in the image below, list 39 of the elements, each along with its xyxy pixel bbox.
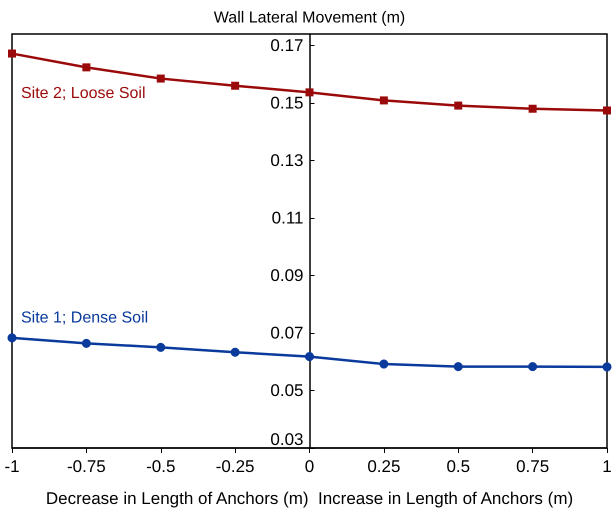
x-tick-label: 0.75 [516, 457, 550, 476]
point [82, 63, 90, 72]
x-tick-label: 0.25 [367, 457, 400, 476]
x-tick-label: 0.5 [446, 457, 470, 476]
y-tick-label: 0.05 [270, 381, 304, 400]
point [230, 348, 240, 357]
series-label: Site 2; Loose Soil [21, 85, 146, 102]
point [380, 96, 388, 104]
point [231, 82, 240, 90]
point [156, 74, 165, 83]
point [379, 360, 388, 369]
point [602, 362, 612, 372]
x-tick-label: -1 [4, 457, 20, 476]
series-label: Site 1; Dense Soil [21, 309, 148, 326]
y-tick-label: 0.13 [270, 151, 304, 170]
x-tick-label: 1 [602, 457, 612, 476]
y-tick-label: 0.11 [272, 208, 304, 228]
point [454, 362, 463, 372]
point [82, 338, 91, 348]
y-tick-label: 0.07 [270, 324, 304, 342]
point [8, 333, 16, 342]
point [306, 88, 314, 96]
y-axis-title: Wall Lateral Movement (m) [214, 10, 406, 26]
x-tick-label: -0.75 [67, 457, 106, 476]
x-tick-label: 0 [304, 457, 314, 476]
y-tick-label: 0.09 [270, 266, 304, 285]
point [528, 104, 537, 113]
point [156, 342, 166, 352]
point [454, 102, 462, 110]
x-axis-title: Decrease in Length of Anchors (m) Increase in Length of Anchors (m) [46, 489, 574, 508]
y-tick-label: 0.17 [270, 36, 304, 55]
y-tick-label: 0.15 [270, 94, 304, 112]
x-tick-label: -0.25 [216, 457, 254, 476]
x-tick-label: -0.5 [146, 457, 176, 476]
point [528, 362, 538, 372]
point [603, 106, 611, 114]
y-tick-label: 0.03 [270, 430, 304, 449]
point [8, 50, 16, 58]
point [305, 352, 314, 362]
